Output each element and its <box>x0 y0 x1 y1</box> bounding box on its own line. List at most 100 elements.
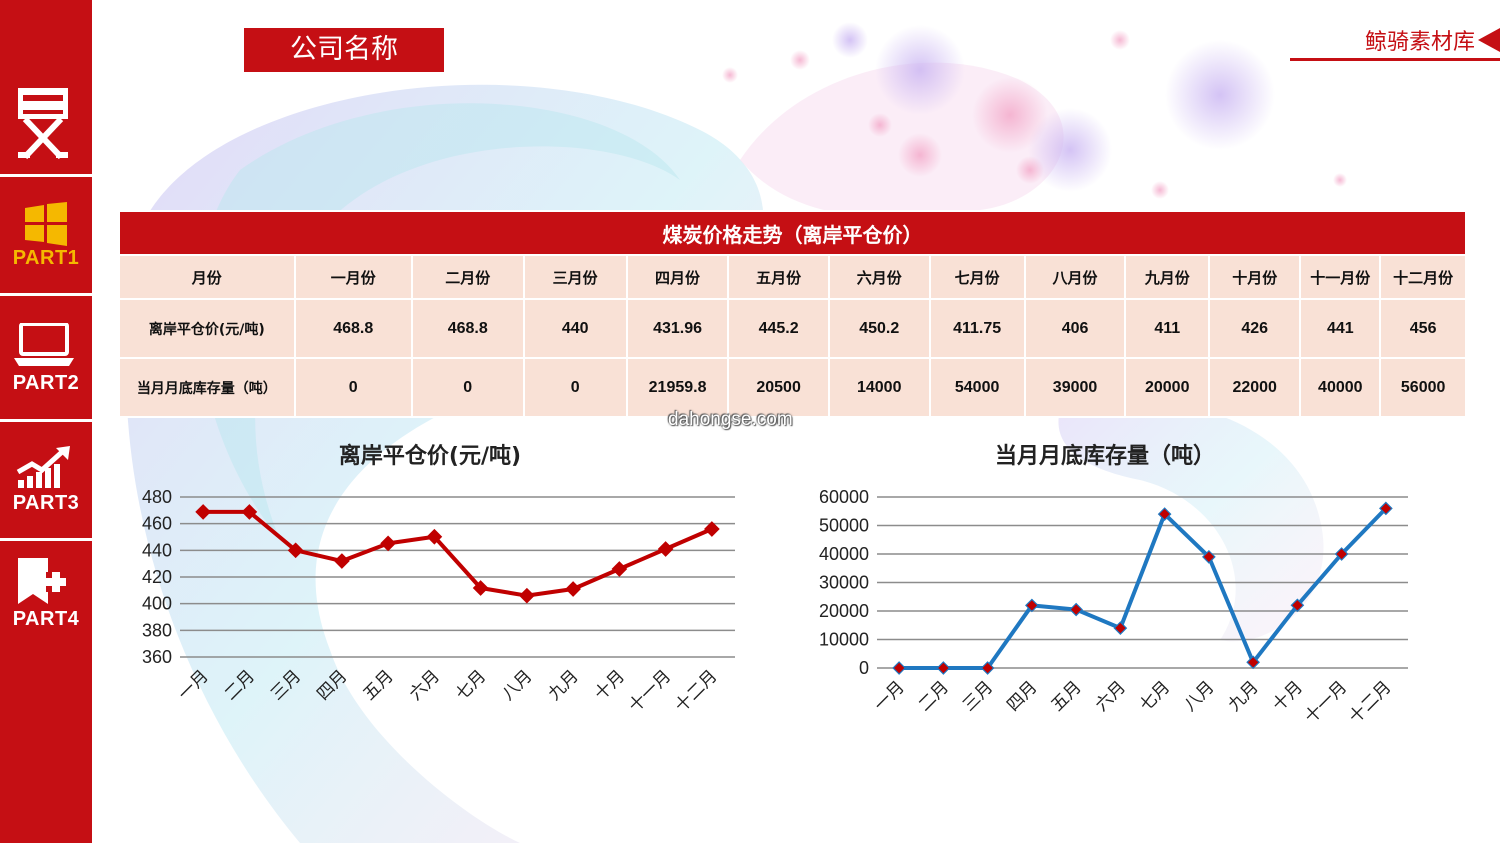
sidebar-item-part2[interactable]: PART2 <box>0 296 92 419</box>
table-header-cell: 十一月份 <box>1299 254 1382 300</box>
data-point <box>611 561 628 577</box>
table-cell: 468.8 <box>293 298 413 359</box>
sidebar-item-label: PART3 <box>12 492 80 514</box>
data-point <box>195 504 211 520</box>
table-cell: 431.96 <box>625 298 730 359</box>
x-tick-label: 三月 <box>959 677 997 715</box>
x-tick-label: 五月 <box>1047 677 1085 715</box>
table-header-cell: 二月份 <box>410 254 525 300</box>
table-cell: 468.8 <box>410 298 525 359</box>
sidebar-item-part4[interactable]: PART4 <box>0 541 92 661</box>
data-point <box>380 535 396 552</box>
data-point <box>565 581 581 597</box>
sidebar-item-label: PART1 <box>12 247 80 269</box>
windows-grid-icon <box>25 202 67 246</box>
y-tick-label: 50000 <box>819 516 869 536</box>
stock-chart-title: 当月月底库存量（吨） <box>994 444 1215 469</box>
y-tick-label: 480 <box>142 487 172 507</box>
data-point <box>936 661 951 675</box>
sidebar-divider <box>0 419 92 422</box>
x-tick-label: 十二月 <box>1345 677 1395 727</box>
data-point <box>1069 602 1083 617</box>
x-tick-label: 二月 <box>915 677 953 715</box>
coal-price-table: 煤炭价格走势（离岸平仓价） 月份 一月份 二月份 三月份 四月份 五月份 六月份 七月份 八月份… <box>118 210 1467 418</box>
x-tick-label: 八月 <box>1180 677 1218 715</box>
table-cell: 0 <box>410 357 525 418</box>
data-point <box>334 553 350 569</box>
table-cell: 39000 <box>1023 357 1127 418</box>
table-header-cell: 十月份 <box>1208 254 1302 300</box>
y-tick-label: 20000 <box>819 601 869 621</box>
table-row: 当月月底库存量（吨） 0 0 0 21959.8 20500 14000 54000 39000… <box>118 357 1467 418</box>
table-cell: 0 <box>522 357 628 418</box>
data-point <box>657 541 674 557</box>
data-point <box>1246 655 1260 670</box>
table-header-cell: 一月份 <box>293 254 413 300</box>
table-cell: 426 <box>1208 298 1302 359</box>
table-header-month: 月份 <box>118 254 296 300</box>
table-header-cell: 十二月份 <box>1379 254 1467 300</box>
table-cell: 411.75 <box>928 298 1026 359</box>
table-header-cell: 五月份 <box>727 254 830 300</box>
table-cell: 20000 <box>1124 357 1211 418</box>
data-point <box>1025 598 1039 613</box>
table-cell: 456 <box>1379 298 1467 359</box>
y-tick-label: 460 <box>142 514 172 534</box>
sidebar-divider <box>0 174 92 177</box>
table-cell: 450.2 <box>827 298 931 359</box>
table-cell: 406 <box>1023 298 1127 359</box>
sidebar: PART1 PART2 PART3 PART4 <box>0 0 92 843</box>
table-cell: 14000 <box>827 357 931 418</box>
growth-chart-icon <box>16 446 70 488</box>
y-tick-label: 0 <box>859 658 869 678</box>
sidebar-divider <box>0 293 92 296</box>
table-row-label: 当月月底库存量（吨） <box>118 357 296 418</box>
watermark: dahongse.com <box>668 409 793 430</box>
price-chart-title: 离岸平仓价(元/吨) <box>338 444 522 469</box>
table-header-cell: 三月份 <box>522 254 628 300</box>
table-header-cell: 八月份 <box>1023 254 1127 300</box>
table-header-cell: 六月份 <box>827 254 931 300</box>
x-tick-label: 四月 <box>1003 677 1041 715</box>
data-point <box>1290 598 1305 613</box>
y-tick-label: 380 <box>142 620 172 640</box>
sidebar-item-part3[interactable]: PART3 <box>0 422 92 538</box>
y-tick-label: 400 <box>142 594 172 614</box>
table-cell: 22000 <box>1208 357 1302 418</box>
data-point <box>519 587 535 604</box>
data-point <box>426 528 443 545</box>
table-row-label: 离岸平仓价(元/吨) <box>118 298 296 359</box>
data-point <box>472 580 489 596</box>
data-point <box>980 661 995 675</box>
sidebar-item-home[interactable] <box>0 0 92 174</box>
sidebar-item-label: PART4 <box>12 608 80 630</box>
company-name: 公司名称 <box>244 28 444 72</box>
laptop-icon <box>14 323 74 366</box>
y-tick-label: 30000 <box>819 573 869 593</box>
y-tick-label: 440 <box>142 540 172 560</box>
x-tick-label: 十一月 <box>1301 677 1351 727</box>
table-header-row: 月份 一月份 二月份 三月份 四月份 五月份 六月份 七月份 八月份 九月份 十月份 十一月份 十二月份 <box>118 254 1467 300</box>
series-line <box>899 507 1388 670</box>
brand-underline <box>1290 58 1500 61</box>
table-header-cell: 四月份 <box>625 254 730 300</box>
brand-marker <box>1478 28 1500 52</box>
data-point <box>1334 547 1349 561</box>
data-point <box>704 521 720 537</box>
series-line <box>203 509 713 598</box>
data-point <box>1157 507 1172 521</box>
directors-chair-icon <box>18 88 68 160</box>
x-tick-label: 七月 <box>1136 677 1174 715</box>
table-cell: 40000 <box>1299 357 1382 418</box>
table-cell: 56000 <box>1379 357 1467 418</box>
brand-name: 鲸骑素材库 <box>1364 30 1475 55</box>
x-tick-label: 六月 <box>1092 677 1130 715</box>
sidebar-item-part1[interactable]: PART1 <box>0 177 92 293</box>
x-tick-label: 十月 <box>1269 677 1307 715</box>
data-point <box>1202 550 1216 564</box>
table-title: 煤炭价格走势（离岸平仓价） <box>118 210 1467 256</box>
y-tick-label: 360 <box>142 647 172 667</box>
table-cell: 0 <box>293 357 413 418</box>
